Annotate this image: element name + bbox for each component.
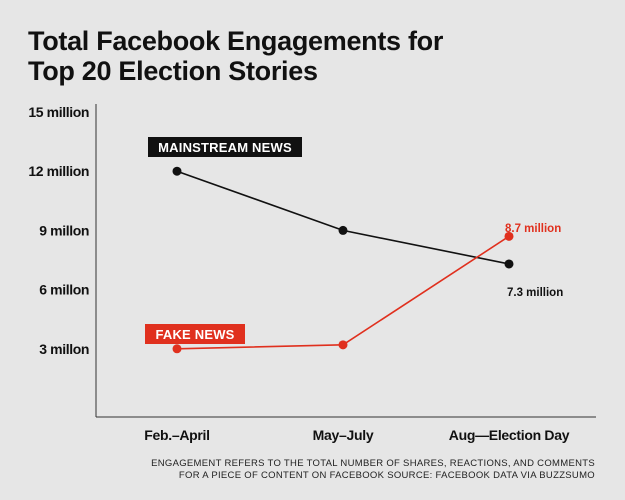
chart-title-line-2: Top 20 Election Stories xyxy=(28,56,318,86)
data-label: 7.3 million xyxy=(507,287,563,299)
chart-title: Total Facebook Engagements for Top 20 El… xyxy=(28,26,443,86)
data-point xyxy=(172,344,182,354)
series-label: MAINSTREAM NEWS xyxy=(158,140,292,155)
y-tick-label: 12 million xyxy=(28,163,89,179)
source-note-line-1: ENGAGEMENT REFERS TO THE TOTAL NUMBER OF… xyxy=(151,458,595,469)
series-label: FAKE NEWS xyxy=(155,327,234,342)
y-tick-label: 3 millon xyxy=(39,341,89,357)
data-point xyxy=(172,166,182,176)
series-line xyxy=(176,170,510,265)
y-tick-label: 6 millon xyxy=(39,282,89,298)
x-tick-label: Feb.–April xyxy=(144,427,209,443)
data-label: 8.7 million xyxy=(505,223,561,235)
source-note-line-2: FOR A PIECE OF CONTENT ON FACEBOOK SOURC… xyxy=(178,470,595,481)
series-label-box xyxy=(148,137,302,157)
source-note: ENGAGEMENT REFERS TO THE TOTAL NUMBER OF… xyxy=(75,458,595,482)
y-tick-label: 15 million xyxy=(28,104,89,120)
x-tick-label: May–July xyxy=(313,427,374,443)
data-point xyxy=(338,340,348,350)
series-label-box xyxy=(145,324,245,344)
y-tick-label: 9 millon xyxy=(39,222,89,238)
x-tick-label: Aug—Election Day xyxy=(449,427,570,443)
chart-title-line-1: Total Facebook Engagements for xyxy=(28,26,444,56)
data-point xyxy=(338,225,348,235)
data-point xyxy=(504,231,514,241)
data-point xyxy=(504,259,514,269)
